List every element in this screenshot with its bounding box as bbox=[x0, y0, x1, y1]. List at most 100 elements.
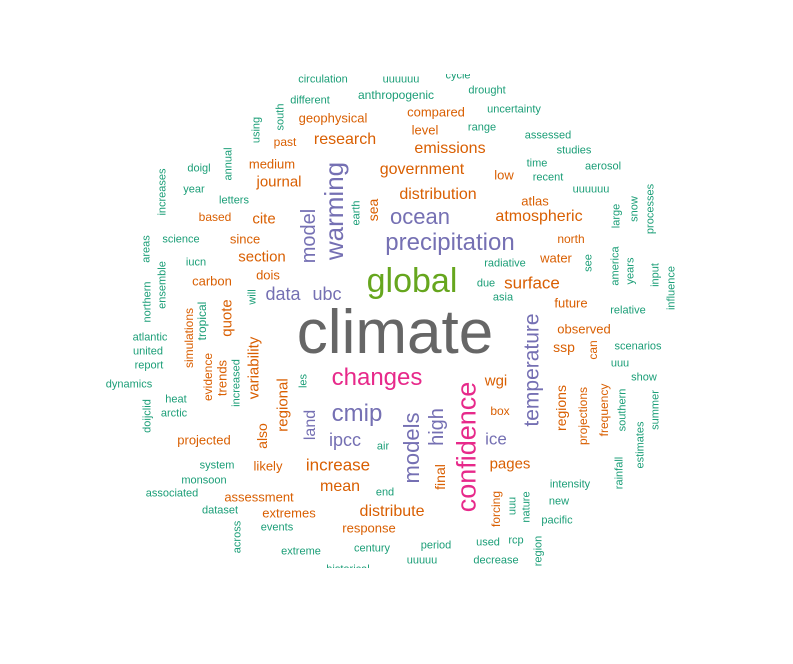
word-increases: increases bbox=[156, 168, 169, 216]
word-science: science bbox=[162, 233, 200, 246]
word-atmospheric: atmospheric bbox=[495, 208, 583, 225]
word-ocean: ocean bbox=[390, 204, 450, 229]
word-assessment: assessment bbox=[224, 489, 294, 505]
word-dynamics: dynamics bbox=[105, 378, 153, 391]
word-water: water bbox=[540, 250, 572, 266]
word-earth: earth bbox=[350, 200, 363, 226]
word-rainfall: rainfall bbox=[613, 456, 626, 490]
word-observed: observed bbox=[557, 321, 611, 337]
word-anthropogenic: anthropogenic bbox=[357, 88, 435, 102]
word-medium: medium bbox=[248, 156, 296, 172]
word-recent: recent bbox=[532, 171, 564, 184]
word-carbon: carbon bbox=[192, 273, 232, 289]
word-dataset: dataset bbox=[201, 504, 239, 517]
word-iucn: iucn bbox=[185, 256, 207, 269]
word-future: future bbox=[554, 295, 588, 311]
word-will: will bbox=[246, 289, 259, 305]
word-range: range bbox=[467, 121, 497, 134]
word-america: america bbox=[609, 246, 622, 286]
word-due: due bbox=[476, 277, 496, 290]
word-heat: heat bbox=[165, 393, 187, 406]
word-years: years bbox=[624, 257, 637, 285]
word-northern: northern bbox=[141, 281, 154, 323]
word-precipitation: precipitation bbox=[385, 229, 515, 256]
word-period: period bbox=[420, 539, 452, 552]
word-based: based bbox=[198, 210, 232, 224]
word-circulation: circulation bbox=[298, 74, 348, 86]
word-intensity: intensity bbox=[549, 478, 591, 491]
word-north: north bbox=[557, 232, 585, 246]
word-climate: climate bbox=[296, 298, 494, 367]
word-uuu: uuu bbox=[610, 357, 630, 370]
word-different: different bbox=[290, 94, 330, 107]
word-sea: sea bbox=[365, 198, 381, 222]
word-confidence: confidence bbox=[451, 381, 482, 513]
word-relative: relative bbox=[610, 304, 646, 317]
word-summer: summer bbox=[649, 390, 662, 430]
word-united: united bbox=[133, 345, 163, 358]
word-time: time bbox=[526, 157, 548, 170]
word-trends: trends bbox=[214, 359, 230, 397]
word-associated: associated bbox=[145, 487, 199, 500]
word-increased: increased bbox=[230, 359, 243, 407]
word-tropical: tropical bbox=[195, 301, 209, 341]
word-southern: southern bbox=[616, 388, 629, 432]
word-level: level bbox=[411, 122, 439, 138]
word-frequency: frequency bbox=[597, 383, 611, 437]
word-nature: nature bbox=[520, 491, 533, 523]
word-projections: projections bbox=[576, 386, 590, 446]
word-quote: quote bbox=[218, 299, 236, 337]
word-mean: mean bbox=[319, 478, 361, 495]
word-ssp: ssp bbox=[553, 339, 575, 355]
word-doigl: doigl bbox=[187, 162, 211, 175]
word-section: section bbox=[238, 248, 286, 266]
word-extremes: extremes bbox=[262, 505, 316, 521]
word-regions: regions bbox=[553, 385, 569, 431]
word-scenarios: scenarios bbox=[614, 340, 662, 353]
word-variability: variability bbox=[245, 336, 263, 400]
word-drought: drought bbox=[468, 84, 506, 97]
word-century: century bbox=[353, 542, 391, 555]
word-ice: ice bbox=[485, 429, 507, 449]
word-monsoon: monsoon bbox=[181, 474, 227, 487]
word-assessed: assessed bbox=[524, 129, 572, 142]
word-box: box bbox=[490, 404, 510, 418]
word-forcing: forcing bbox=[489, 490, 503, 528]
word-geophysical: geophysical bbox=[298, 110, 368, 126]
word-past: past bbox=[273, 135, 297, 149]
word-letters: letters bbox=[219, 194, 249, 207]
word-distribute: distribute bbox=[359, 503, 425, 520]
word-high: high bbox=[426, 408, 448, 446]
word-influence: influence bbox=[665, 265, 678, 311]
word-areas: areas bbox=[140, 235, 153, 263]
word-events: events bbox=[260, 521, 294, 534]
word-processes: processes bbox=[644, 183, 657, 235]
word-asia: asia bbox=[492, 291, 514, 304]
word-dois: dois bbox=[256, 267, 280, 283]
word-low: low bbox=[494, 167, 514, 183]
word-snow: snow bbox=[628, 196, 641, 222]
word-see: see bbox=[582, 254, 595, 272]
word-global: global bbox=[366, 262, 458, 300]
word-doijclid: doijclid bbox=[141, 399, 154, 433]
word-report: report bbox=[134, 359, 164, 372]
word-projected: projected bbox=[177, 432, 231, 448]
word-using: using bbox=[250, 116, 263, 144]
word-likely: likely bbox=[253, 458, 283, 474]
word-annual: annual bbox=[222, 147, 235, 181]
word-atlantic: atlantic bbox=[132, 331, 168, 344]
word-rcp: rcp bbox=[508, 534, 524, 547]
word-distribution: distribution bbox=[399, 186, 477, 203]
word-pacific: pacific bbox=[541, 514, 573, 527]
word-increase: increase bbox=[305, 455, 371, 475]
word-pages: pages bbox=[489, 455, 531, 473]
word-uuuuu: uuuuu bbox=[406, 554, 438, 567]
word-since: since bbox=[229, 231, 261, 247]
word-can: can bbox=[586, 340, 600, 360]
word-decrease: decrease bbox=[473, 554, 519, 567]
word-end: end bbox=[375, 486, 395, 499]
word-government: government bbox=[379, 161, 465, 178]
word-uuuuuu: uuuuuu bbox=[572, 183, 610, 196]
word-atlas: atlas bbox=[521, 193, 549, 209]
